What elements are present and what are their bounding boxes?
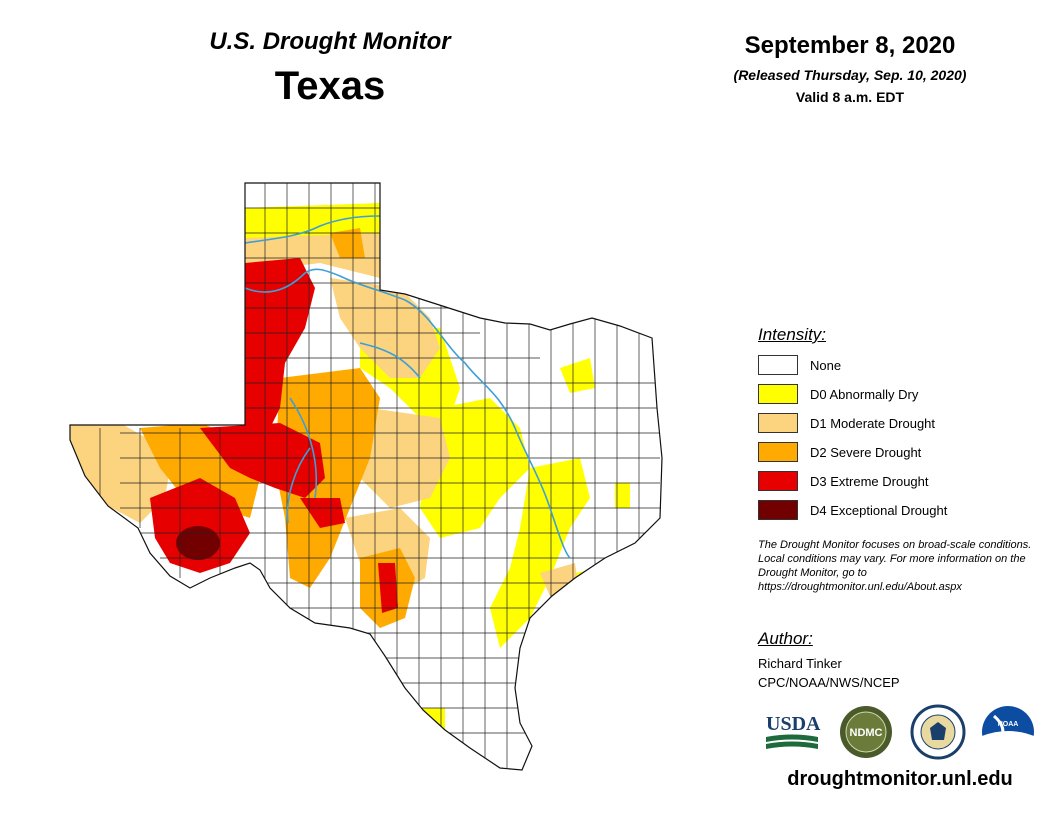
legend-swatch <box>758 442 798 462</box>
ndmc-logo: NDMC <box>840 706 892 758</box>
legend-label: D1 Moderate Drought <box>810 416 936 431</box>
legend-swatch <box>758 471 798 491</box>
legend-swatch <box>758 500 798 520</box>
legend-label: D4 Exceptional Drought <box>810 503 948 518</box>
legend-label: D3 Extreme Drought <box>810 474 929 489</box>
legend-swatch <box>758 384 798 404</box>
valid-time: Valid 8 a.m. EDT <box>795 89 905 105</box>
legend-swatch <box>758 413 798 433</box>
texas-drought-map <box>69 182 663 771</box>
author-org: CPC/NOAA/NWS/NCEP <box>758 675 900 690</box>
map-title: Texas <box>274 64 386 108</box>
legend-title: Intensity: <box>758 325 827 344</box>
county-grid <box>99 183 660 768</box>
ndmc-logo-text: NDMC <box>850 727 883 739</box>
usda-logo-text: USDA <box>766 713 821 735</box>
map-subtitle: U.S. Drought Monitor <box>209 28 451 55</box>
usda-logo: USDA <box>766 713 821 749</box>
agency-logos: USDA NDMC NOAA <box>766 704 1034 760</box>
website-link[interactable]: droughtmonitor.unl.edu <box>787 768 1013 790</box>
map-date: September 8, 2020 <box>744 32 956 59</box>
legend-swatch <box>758 355 798 375</box>
legend-label: D2 Severe Drought <box>810 445 922 460</box>
noaa-logo-text: NOAA <box>998 721 1019 728</box>
legend-label: D0 Abnormally Dry <box>810 387 919 402</box>
release-date: (Released Thursday, Sep. 10, 2020) <box>733 67 967 83</box>
rivers <box>244 215 571 559</box>
disclaimer-note: The Drought Monitor focuses on broad-sca… <box>758 539 1032 593</box>
noaa-logo: NOAA <box>982 706 1034 760</box>
author-title: Author: <box>758 629 813 648</box>
commerce-seal <box>910 704 966 760</box>
d4-regions <box>176 526 220 560</box>
author-name: Richard Tinker <box>758 656 842 671</box>
legend-label: None <box>810 358 842 373</box>
